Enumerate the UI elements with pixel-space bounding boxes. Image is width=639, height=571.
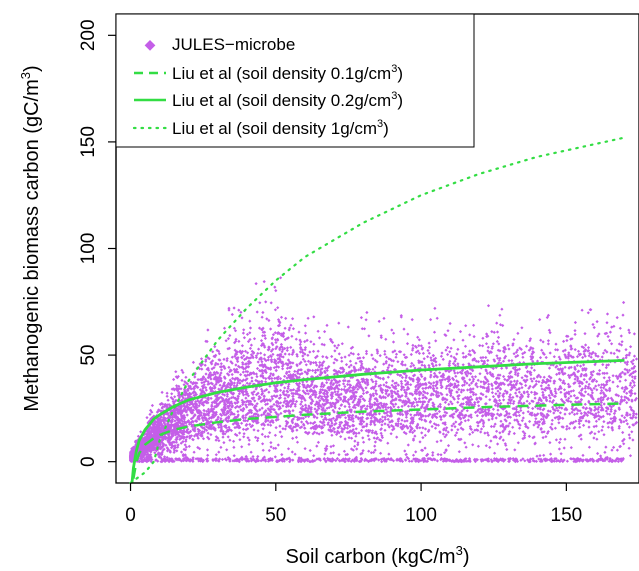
y-axis: 0 50 100 150 200: [78, 19, 117, 467]
x-tick-label: 50: [265, 505, 286, 526]
legend-label-density-1-main: Liu et al (soil density 1g/cm: [172, 119, 377, 138]
scatter-points: [128, 276, 639, 464]
legend-label-density-0.2-close: ): [397, 91, 403, 110]
x-axis: 0 50 100 150: [125, 482, 583, 526]
legend-label-density-0.2: Liu et al (soil density 0.2g/cm3): [172, 90, 403, 110]
x-axis-title-main: Soil carbon (kgC/m: [286, 546, 456, 568]
legend-label-density-1: Liu et al (soil density 1g/cm3): [172, 118, 389, 138]
liu-line-density-0.1: [132, 402, 625, 479]
y-tick-label: 200: [78, 19, 99, 51]
y-axis-title-close: ): [21, 65, 43, 72]
x-tick-label: 0: [125, 505, 136, 526]
x-axis-title-close: ): [463, 546, 470, 568]
x-axis-title: Soil carbon (kgC/m3): [286, 543, 470, 568]
x-axis-title-sup: 3: [456, 543, 463, 558]
liu-line-density-1: [129, 136, 626, 485]
legend-label-density-0.1-main: Liu et al (soil density 0.1g/cm: [172, 64, 391, 83]
jules-microbe-points: [128, 276, 639, 464]
legend-label-density-0.2-sup: 3: [391, 90, 397, 102]
legend-label-density-0.1-sup: 3: [391, 63, 397, 75]
legend-label-density-0.1: Liu et al (soil density 0.1g/cm3): [172, 63, 403, 83]
y-tick-label: 50: [78, 345, 99, 366]
y-axis-title-main: Methanogenic biomass carbon (gC/m: [21, 79, 43, 411]
y-axis-title: Methanogenic biomass carbon (gC/m3): [18, 65, 43, 411]
legend-label-density-0.1-close: ): [397, 64, 403, 83]
y-tick-label: 0: [78, 456, 99, 467]
legend-label-density-1-sup: 3: [377, 118, 383, 130]
x-tick-label: 150: [551, 505, 583, 526]
liu-line-density-0.2: [130, 359, 625, 484]
model-lines: [129, 136, 626, 485]
legend: ◆ JULES−microbe Liu et al (soil density …: [115, 13, 475, 148]
legend-label-density-0.2-main: Liu et al (soil density 0.2g/cm: [172, 91, 391, 110]
y-tick-label: 100: [78, 233, 99, 265]
y-tick-label: 150: [78, 126, 99, 158]
legend-label-jules: JULES−microbe: [172, 35, 295, 54]
legend-marker-jules: ◆: [145, 36, 156, 52]
y-axis-title-sup: 3: [18, 72, 33, 79]
x-tick-label: 100: [405, 505, 437, 526]
legend-box: [115, 13, 475, 148]
legend-label-density-1-close: ): [383, 119, 389, 138]
